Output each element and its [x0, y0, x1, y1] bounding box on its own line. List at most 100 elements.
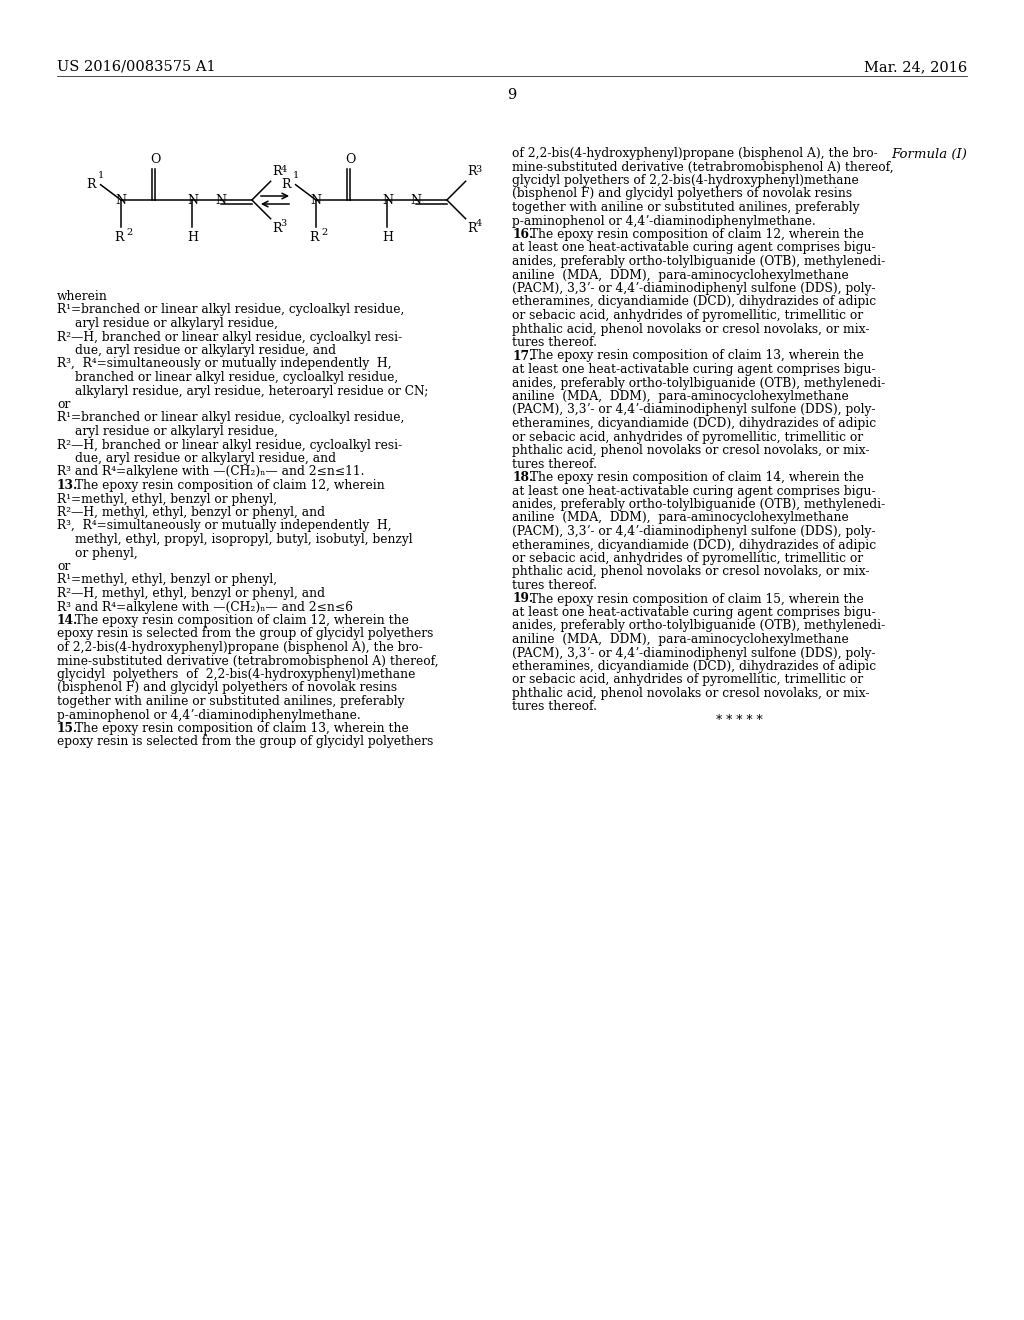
- Text: 13.: 13.: [57, 479, 78, 492]
- Text: R³,  R⁴=simultaneously or mutually independently  H,: R³, R⁴=simultaneously or mutually indepe…: [57, 520, 391, 532]
- Text: R¹=methyl, ethyl, benzyl or phenyl,: R¹=methyl, ethyl, benzyl or phenyl,: [57, 492, 278, 506]
- Text: 4: 4: [475, 219, 482, 227]
- Text: anides, preferably ortho-tolylbiguanide (OTB), methylenedi-: anides, preferably ortho-tolylbiguanide …: [512, 255, 886, 268]
- Text: anides, preferably ortho-tolylbiguanide (OTB), methylenedi-: anides, preferably ortho-tolylbiguanide …: [512, 498, 886, 511]
- Text: 15.: 15.: [57, 722, 78, 735]
- Text: or sebacic acid, anhydrides of pyromellitic, trimellitic or: or sebacic acid, anhydrides of pyromelli…: [512, 673, 863, 686]
- Text: The epoxy resin composition of claim 12, wherein: The epoxy resin composition of claim 12,…: [71, 479, 384, 492]
- Text: R: R: [468, 222, 477, 235]
- Text: phthalic acid, phenol novolaks or cresol novolaks, or mix-: phthalic acid, phenol novolaks or cresol…: [512, 322, 869, 335]
- Text: tures thereof.: tures thereof.: [512, 337, 597, 348]
- Text: R: R: [282, 178, 291, 191]
- Text: epoxy resin is selected from the group of glycidyl polyethers: epoxy resin is selected from the group o…: [57, 627, 433, 640]
- Text: The epoxy resin composition of claim 12, wherein the: The epoxy resin composition of claim 12,…: [525, 228, 863, 242]
- Text: aniline  (MDA,  DDM),  para-aminocyclohexylmethane: aniline (MDA, DDM), para-aminocyclohexyl…: [512, 268, 849, 281]
- Text: aniline  (MDA,  DDM),  para-aminocyclohexylmethane: aniline (MDA, DDM), para-aminocyclohexyl…: [512, 389, 849, 403]
- Text: Mar. 24, 2016: Mar. 24, 2016: [864, 59, 967, 74]
- Text: of 2,2-bis(4-hydroxyphenyl)propane (bisphenol A), the bro-: of 2,2-bis(4-hydroxyphenyl)propane (bisp…: [57, 642, 423, 653]
- Text: alkylaryl residue, aryl residue, heteroaryl residue or CN;: alkylaryl residue, aryl residue, heteroa…: [75, 384, 428, 397]
- Text: 18.: 18.: [512, 471, 534, 484]
- Text: branched or linear alkyl residue, cycloalkyl residue,: branched or linear alkyl residue, cycloa…: [75, 371, 398, 384]
- Text: or: or: [57, 560, 71, 573]
- Text: R²—H, branched or linear alkyl residue, cycloalkyl resi-: R²—H, branched or linear alkyl residue, …: [57, 438, 402, 451]
- Text: The epoxy resin composition of claim 13, wherein the: The epoxy resin composition of claim 13,…: [525, 350, 863, 363]
- Text: O: O: [150, 153, 160, 166]
- Text: or sebacic acid, anhydrides of pyromellitic, trimellitic or: or sebacic acid, anhydrides of pyromelli…: [512, 552, 863, 565]
- Text: 1: 1: [97, 170, 103, 180]
- Text: phthalic acid, phenol novolaks or cresol novolaks, or mix-: phthalic acid, phenol novolaks or cresol…: [512, 565, 869, 578]
- Text: p-aminophenol or 4,4ʼ-diaminodiphenylmethane.: p-aminophenol or 4,4ʼ-diaminodiphenylmet…: [512, 214, 816, 227]
- Text: p-aminophenol or 4,4ʼ-diaminodiphenylmethane.: p-aminophenol or 4,4ʼ-diaminodiphenylmet…: [57, 709, 360, 722]
- Text: N: N: [411, 194, 422, 206]
- Text: or phenyl,: or phenyl,: [75, 546, 138, 560]
- Text: 16.: 16.: [512, 228, 534, 242]
- Text: N: N: [116, 194, 127, 206]
- Text: 4: 4: [281, 165, 287, 174]
- Text: aniline  (MDA,  DDM),  para-aminocyclohexylmethane: aniline (MDA, DDM), para-aminocyclohexyl…: [512, 634, 849, 645]
- Text: epoxy resin is selected from the group of glycidyl polyethers: epoxy resin is selected from the group o…: [57, 735, 433, 748]
- Text: etheramines, dicyandiamide (DCD), dihydrazides of adipic: etheramines, dicyandiamide (DCD), dihydr…: [512, 296, 877, 309]
- Text: Formula (I): Formula (I): [891, 148, 967, 161]
- Text: R²—H, methyl, ethyl, benzyl or phenyl, and: R²—H, methyl, ethyl, benzyl or phenyl, a…: [57, 587, 325, 601]
- Text: mine-substituted derivative (tetrabromobisphenol A) thereof,: mine-substituted derivative (tetrabromob…: [512, 161, 894, 173]
- Text: together with aniline or substituted anilines, preferably: together with aniline or substituted ani…: [512, 201, 859, 214]
- Text: 2: 2: [321, 228, 328, 238]
- Text: 3: 3: [281, 219, 287, 227]
- Text: aryl residue or alkylaryl residue,: aryl residue or alkylaryl residue,: [75, 317, 278, 330]
- Text: etheramines, dicyandiamide (DCD), dihydrazides of adipic: etheramines, dicyandiamide (DCD), dihydr…: [512, 539, 877, 552]
- Text: The epoxy resin composition of claim 14, wherein the: The epoxy resin composition of claim 14,…: [525, 471, 863, 484]
- Text: wherein: wherein: [57, 290, 108, 304]
- Text: R: R: [272, 165, 282, 178]
- Text: anides, preferably ortho-tolylbiguanide (OTB), methylenedi-: anides, preferably ortho-tolylbiguanide …: [512, 619, 886, 632]
- Text: or sebacic acid, anhydrides of pyromellitic, trimellitic or: or sebacic acid, anhydrides of pyromelli…: [512, 309, 863, 322]
- Text: tures thereof.: tures thereof.: [512, 579, 597, 591]
- Text: R: R: [272, 222, 282, 235]
- Text: tures thereof.: tures thereof.: [512, 458, 597, 470]
- Text: R¹=branched or linear alkyl residue, cycloalkyl residue,: R¹=branched or linear alkyl residue, cyc…: [57, 412, 404, 425]
- Text: N: N: [310, 194, 322, 206]
- Text: together with aniline or substituted anilines, preferably: together with aniline or substituted ani…: [57, 696, 404, 708]
- Text: R³ and R⁴=alkylene with —(CH₂)ₙ— and 2≤n≤11.: R³ and R⁴=alkylene with —(CH₂)ₙ— and 2≤n…: [57, 466, 365, 479]
- Text: due, aryl residue or alkylaryl residue, and: due, aryl residue or alkylaryl residue, …: [75, 345, 336, 356]
- Text: R¹=branched or linear alkyl residue, cycloalkyl residue,: R¹=branched or linear alkyl residue, cyc…: [57, 304, 404, 317]
- Text: R³ and R⁴=alkylene with —(CH₂)ₙ— and 2≤n≤6: R³ and R⁴=alkylene with —(CH₂)ₙ— and 2≤n…: [57, 601, 353, 614]
- Text: at least one heat-activatable curing agent comprises bigu-: at least one heat-activatable curing age…: [512, 242, 876, 255]
- Text: glycidyl polyethers of 2,2-bis(4-hydroxyphenyl)methane: glycidyl polyethers of 2,2-bis(4-hydroxy…: [512, 174, 859, 187]
- Text: due, aryl residue or alkylaryl residue, and: due, aryl residue or alkylaryl residue, …: [75, 451, 336, 465]
- Text: (PACM), 3,3ʼ- or 4,4ʼ-diaminodiphenyl sulfone (DDS), poly-: (PACM), 3,3ʼ- or 4,4ʼ-diaminodiphenyl su…: [512, 525, 876, 539]
- Text: N: N: [216, 194, 226, 206]
- Text: (PACM), 3,3ʼ- or 4,4ʼ-diaminodiphenyl sulfone (DDS), poly-: (PACM), 3,3ʼ- or 4,4ʼ-diaminodiphenyl su…: [512, 647, 876, 660]
- Text: aryl residue or alkylaryl residue,: aryl residue or alkylaryl residue,: [75, 425, 278, 438]
- Text: 3: 3: [475, 165, 482, 174]
- Text: tures thereof.: tures thereof.: [512, 701, 597, 714]
- Text: aniline  (MDA,  DDM),  para-aminocyclohexylmethane: aniline (MDA, DDM), para-aminocyclohexyl…: [512, 511, 849, 524]
- Text: R²—H, branched or linear alkyl residue, cycloalkyl resi-: R²—H, branched or linear alkyl residue, …: [57, 330, 402, 343]
- Text: US 2016/0083575 A1: US 2016/0083575 A1: [57, 59, 216, 74]
- Text: or: or: [57, 399, 71, 411]
- Text: The epoxy resin composition of claim 12, wherein the: The epoxy resin composition of claim 12,…: [71, 614, 409, 627]
- Text: N: N: [382, 194, 393, 206]
- Text: etheramines, dicyandiamide (DCD), dihydrazides of adipic: etheramines, dicyandiamide (DCD), dihydr…: [512, 417, 877, 430]
- Text: methyl, ethyl, propyl, isopropyl, butyl, isobutyl, benzyl: methyl, ethyl, propyl, isopropyl, butyl,…: [75, 533, 413, 546]
- Text: 2: 2: [126, 228, 132, 238]
- Text: R: R: [309, 231, 318, 244]
- Text: 9: 9: [507, 88, 517, 102]
- Text: O: O: [345, 153, 355, 166]
- Text: (bisphenol F) and glycidyl polyethers of novolak resins: (bisphenol F) and glycidyl polyethers of…: [57, 681, 397, 694]
- Text: anides, preferably ortho-tolylbiguanide (OTB), methylenedi-: anides, preferably ortho-tolylbiguanide …: [512, 376, 886, 389]
- Text: H: H: [382, 231, 393, 244]
- Text: at least one heat-activatable curing agent comprises bigu-: at least one heat-activatable curing age…: [512, 484, 876, 498]
- Text: The epoxy resin composition of claim 15, wherein the: The epoxy resin composition of claim 15,…: [525, 593, 863, 606]
- Text: R: R: [468, 165, 477, 178]
- Text: The epoxy resin composition of claim 13, wherein the: The epoxy resin composition of claim 13,…: [71, 722, 409, 735]
- Text: H: H: [187, 231, 198, 244]
- Text: R¹=methyl, ethyl, benzyl or phenyl,: R¹=methyl, ethyl, benzyl or phenyl,: [57, 573, 278, 586]
- Text: or sebacic acid, anhydrides of pyromellitic, trimellitic or: or sebacic acid, anhydrides of pyromelli…: [512, 430, 863, 444]
- Text: N: N: [187, 194, 198, 206]
- Text: 19.: 19.: [512, 593, 534, 606]
- Text: (PACM), 3,3ʼ- or 4,4ʼ-diaminodiphenyl sulfone (DDS), poly-: (PACM), 3,3ʼ- or 4,4ʼ-diaminodiphenyl su…: [512, 404, 876, 417]
- Text: 14.: 14.: [57, 614, 78, 627]
- Text: (bisphenol F) and glycidyl polyethers of novolak resins: (bisphenol F) and glycidyl polyethers of…: [512, 187, 852, 201]
- Text: 1: 1: [293, 170, 299, 180]
- Text: R: R: [115, 231, 124, 244]
